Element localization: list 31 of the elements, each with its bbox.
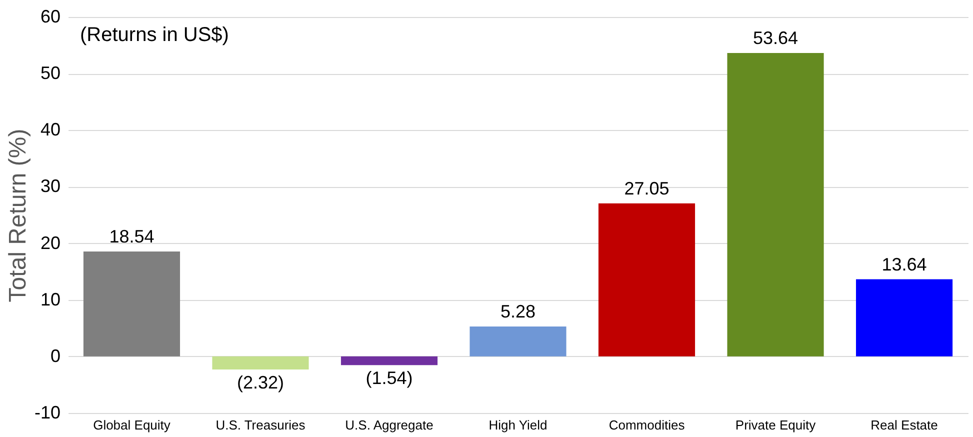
data-label: 5.28 <box>500 302 536 322</box>
y-tick-label: 30 <box>40 176 60 196</box>
y-tick-label: -10 <box>34 402 60 422</box>
y-tick-label: 10 <box>40 289 60 310</box>
data-label: (2.32) <box>236 372 284 393</box>
x-tick-label: U.S. Treasuries <box>216 418 306 432</box>
data-label: 18.54 <box>109 226 154 247</box>
y-tick-label: 20 <box>40 232 60 253</box>
bar <box>83 252 180 356</box>
x-tick-label: Real Estate <box>870 418 938 432</box>
data-label: 53.64 <box>752 28 798 48</box>
bar <box>856 279 953 356</box>
x-tick-label: Commodities <box>608 418 686 432</box>
y-axis-title: Total Return (%) <box>4 128 32 302</box>
x-tick-label: High Yield <box>488 418 548 432</box>
y-tick-label: 60 <box>40 6 60 26</box>
bar <box>470 326 566 356</box>
bar <box>212 356 309 370</box>
x-tick-label: Global Equity <box>93 418 171 432</box>
data-label: 13.64 <box>882 254 927 274</box>
bar <box>340 356 438 366</box>
data-label: 27.05 <box>624 178 670 198</box>
y-tick-label: 50 <box>40 63 60 84</box>
x-tick-label: Private Equity <box>735 418 816 432</box>
annotation: (Returns in US$) <box>80 24 229 46</box>
x-tick-label: U.S. Aggregate <box>345 418 434 432</box>
bar <box>727 52 824 356</box>
data-label: (1.54) <box>366 368 413 388</box>
y-tick-label: 40 <box>40 120 60 140</box>
y-tick-label: 0 <box>50 346 60 366</box>
bar <box>598 203 696 356</box>
